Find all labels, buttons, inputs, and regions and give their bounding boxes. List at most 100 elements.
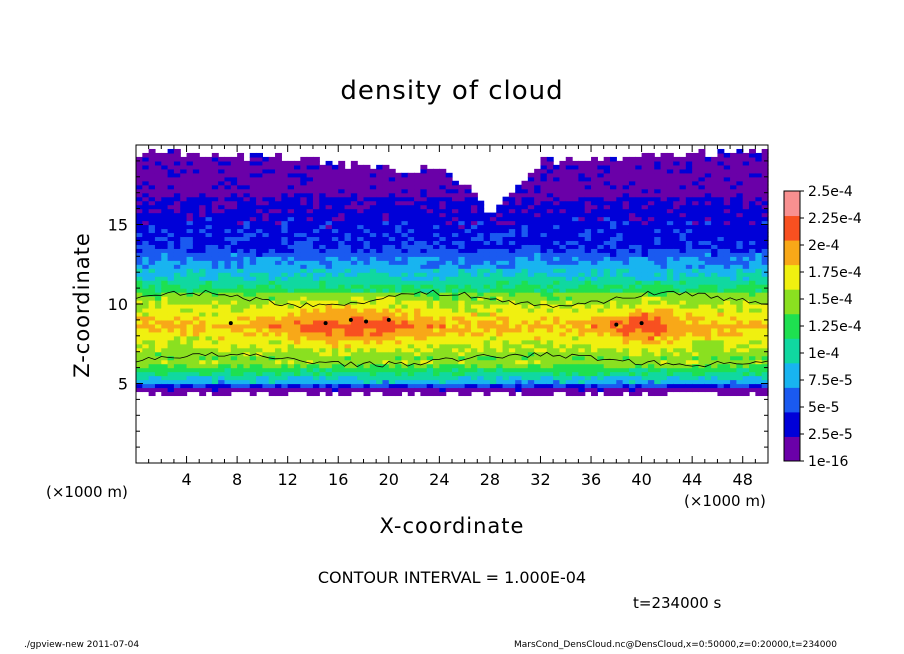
density-cell xyxy=(338,204,346,210)
density-cell xyxy=(136,208,143,214)
density-cell xyxy=(635,228,643,234)
density-cell xyxy=(287,387,295,393)
density-cell xyxy=(477,335,485,341)
density-cell xyxy=(148,284,156,289)
density-cell xyxy=(414,184,421,190)
density-cell xyxy=(470,292,478,297)
density-cell xyxy=(382,284,390,289)
density-cell xyxy=(483,311,491,317)
density-cell xyxy=(420,260,428,265)
density-cell xyxy=(666,216,674,222)
density-cell xyxy=(395,367,403,373)
density-cell xyxy=(148,355,156,361)
density-cell xyxy=(268,260,276,265)
density-cell xyxy=(610,387,617,393)
density-cell xyxy=(173,387,181,393)
density-cell xyxy=(218,351,226,357)
density-cell xyxy=(572,252,579,257)
density-cell xyxy=(591,339,598,345)
density-cell xyxy=(502,268,510,273)
density-cell xyxy=(534,331,542,337)
density-cell xyxy=(350,264,358,269)
density-cell xyxy=(477,232,485,238)
density-cell xyxy=(553,315,561,321)
density-cell xyxy=(319,292,327,297)
density-cell xyxy=(224,304,232,309)
density-cell xyxy=(433,323,440,329)
density-cell xyxy=(357,315,365,321)
density-cell xyxy=(616,268,624,273)
density-cell xyxy=(426,244,434,249)
density-cell xyxy=(426,180,434,186)
density-cell xyxy=(237,156,245,162)
density-cell xyxy=(312,339,320,345)
density-cell xyxy=(294,315,301,321)
density-cell xyxy=(357,280,365,285)
density-cell xyxy=(540,168,548,174)
density-cell xyxy=(584,252,592,257)
density-cell xyxy=(641,284,649,289)
density-cell xyxy=(237,323,245,329)
density-cell xyxy=(331,331,339,337)
density-cell xyxy=(660,236,668,241)
density-cell xyxy=(186,276,194,281)
density-cell xyxy=(445,228,453,234)
density-cell xyxy=(464,359,472,365)
density-cell xyxy=(243,208,251,214)
density-cell xyxy=(338,216,346,222)
density-cell xyxy=(167,180,175,186)
density-cell xyxy=(407,240,415,245)
density-cell xyxy=(666,196,674,202)
density-cell xyxy=(205,379,213,385)
density-cell xyxy=(647,188,655,194)
density-cell xyxy=(553,296,561,301)
density-cell xyxy=(199,188,207,194)
density-cell xyxy=(433,224,440,230)
density-cell xyxy=(565,319,573,325)
density-cell xyxy=(546,200,554,206)
density-cell xyxy=(256,196,263,202)
density-cell xyxy=(230,224,238,230)
density-cell xyxy=(483,371,491,377)
density-cell xyxy=(584,164,592,170)
density-cell xyxy=(382,176,390,182)
density-cell xyxy=(161,304,169,309)
density-cell xyxy=(439,311,447,317)
density-cell xyxy=(224,347,232,353)
density-cell xyxy=(433,204,440,210)
density-cell xyxy=(546,232,554,238)
density-cell xyxy=(527,188,535,194)
density-cell xyxy=(161,216,169,222)
density-cell xyxy=(224,300,232,305)
density-cell xyxy=(388,383,396,389)
density-cell xyxy=(654,315,662,321)
density-cell xyxy=(610,355,617,361)
density-cell xyxy=(319,335,327,341)
density-cell xyxy=(237,387,245,393)
density-cell xyxy=(275,347,282,353)
density-cell xyxy=(218,188,226,194)
density-cell xyxy=(603,264,611,269)
density-cell xyxy=(306,363,314,369)
density-cell xyxy=(224,383,232,389)
density-cell xyxy=(186,216,194,222)
density-cell xyxy=(256,248,263,253)
density-cell xyxy=(357,288,365,293)
density-cell xyxy=(521,391,529,397)
density-cell xyxy=(154,228,162,234)
density-cell xyxy=(622,244,630,249)
density-cell xyxy=(578,168,586,174)
density-cell xyxy=(407,280,415,285)
density-cell xyxy=(496,359,504,365)
density-cell xyxy=(496,363,504,369)
density-cell xyxy=(192,307,200,313)
density-cell xyxy=(660,252,668,257)
density-cell xyxy=(477,375,485,381)
density-cell xyxy=(230,367,238,373)
density-cell xyxy=(496,311,504,317)
density-cell xyxy=(654,224,662,230)
density-cell xyxy=(578,304,586,309)
density-cell xyxy=(256,156,263,162)
density-cell xyxy=(477,347,485,353)
density-cell xyxy=(401,292,409,297)
